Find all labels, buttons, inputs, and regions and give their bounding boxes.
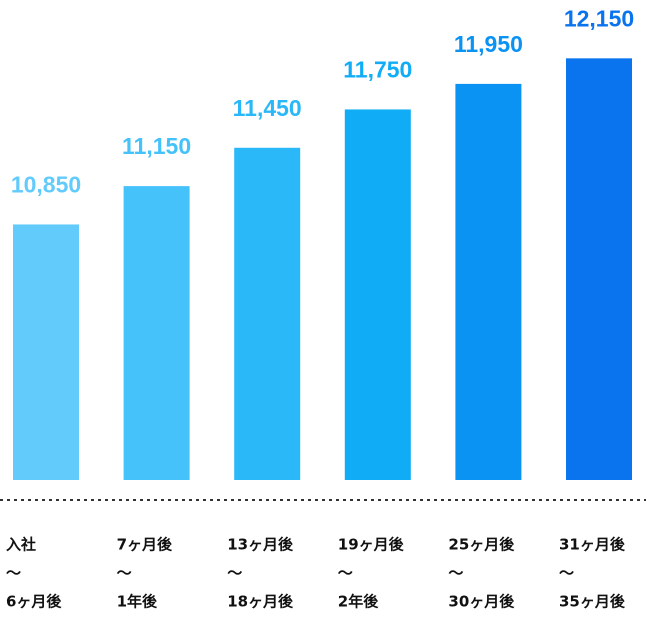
x-category-label: 7ヶ月後 <box>117 536 173 554</box>
bar <box>455 83 522 480</box>
x-category-label: 1年後 <box>117 593 158 611</box>
x-category-label: 13ヶ月後 <box>227 536 294 554</box>
bar <box>13 224 79 480</box>
x-category-label: ～ <box>227 564 242 582</box>
x-category-label: 35ヶ月後 <box>559 593 626 611</box>
x-category-label: 2年後 <box>338 593 379 611</box>
x-category-label: ～ <box>559 564 574 582</box>
x-category-label: 18ヶ月後 <box>227 593 294 611</box>
value-label: 10,850 <box>11 172 81 198</box>
x-category-label: ～ <box>448 564 463 582</box>
x-category-label: 31ヶ月後 <box>559 536 626 554</box>
bar <box>234 147 301 480</box>
value-label: 12,150 <box>564 5 634 31</box>
x-category-label: 30ヶ月後 <box>448 593 515 611</box>
value-label: 11,150 <box>122 133 191 159</box>
x-category-label: 19ヶ月後 <box>338 536 405 554</box>
value-label: 11,750 <box>343 57 412 83</box>
bar <box>344 109 411 480</box>
x-category-label: ～ <box>6 564 21 582</box>
value-label: 11,950 <box>454 31 523 57</box>
bar <box>566 58 632 480</box>
bar <box>123 186 190 480</box>
x-category-label: ～ <box>338 564 353 582</box>
x-category-label: ～ <box>117 564 132 582</box>
x-category-label: 6ヶ月後 <box>6 593 62 611</box>
x-category-label: 25ヶ月後 <box>448 536 515 554</box>
x-category-label: 入社 <box>6 536 36 554</box>
value-label: 11,450 <box>233 95 302 121</box>
